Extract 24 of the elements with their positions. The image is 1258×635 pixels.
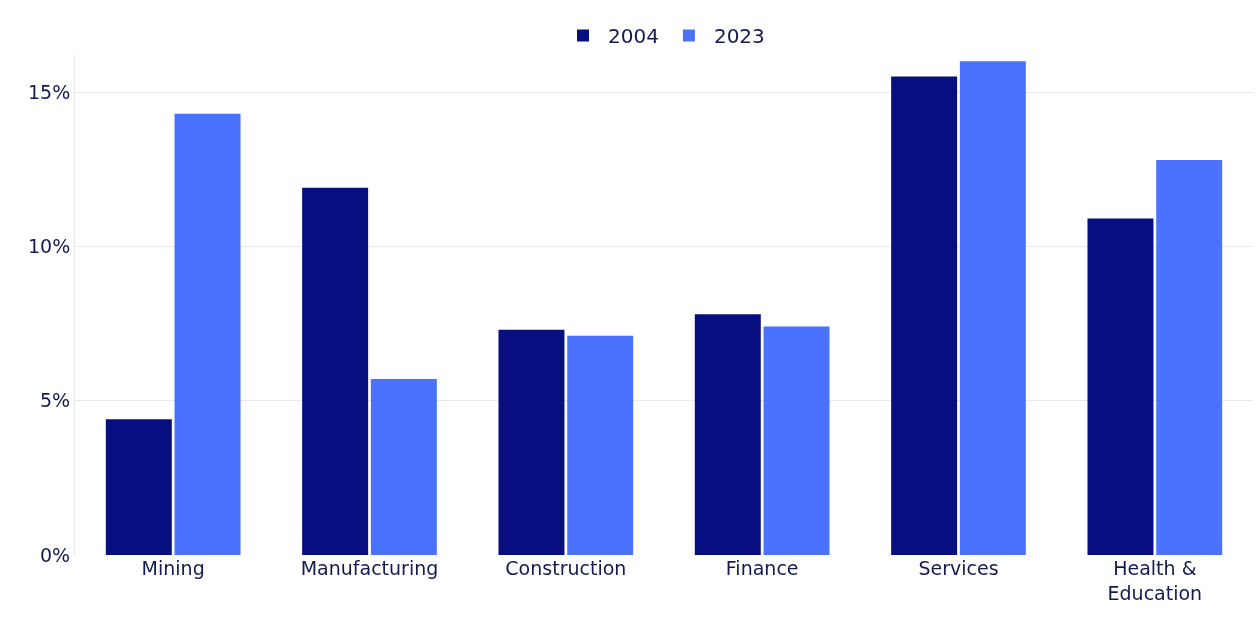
bar	[302, 187, 369, 555]
x-tick-label: Manufacturing	[300, 557, 439, 579]
x-tick-label: Services	[918, 557, 999, 579]
bar	[174, 113, 241, 555]
bar	[498, 329, 565, 555]
bar	[370, 379, 437, 555]
x-tick-label: Mining	[141, 557, 205, 579]
legend-label: 2004	[608, 24, 659, 49]
bar	[891, 76, 958, 555]
bar	[1156, 159, 1223, 555]
y-tick-label: 10%	[27, 235, 71, 258]
x-tick-label: Finance	[725, 557, 799, 579]
bar	[959, 61, 1026, 555]
y-tick-label: 5%	[40, 389, 71, 412]
bar	[694, 314, 761, 555]
bar	[567, 335, 634, 555]
x-tick-label: Construction	[505, 557, 627, 579]
bar	[105, 419, 172, 555]
bar	[1087, 218, 1154, 555]
y-tick-label: 0%	[40, 543, 71, 566]
x-tick-label: Health & Education	[1107, 557, 1203, 604]
y-tick-label: 15%	[27, 80, 71, 103]
bar	[763, 326, 830, 555]
legend-label: 2023	[713, 24, 765, 49]
